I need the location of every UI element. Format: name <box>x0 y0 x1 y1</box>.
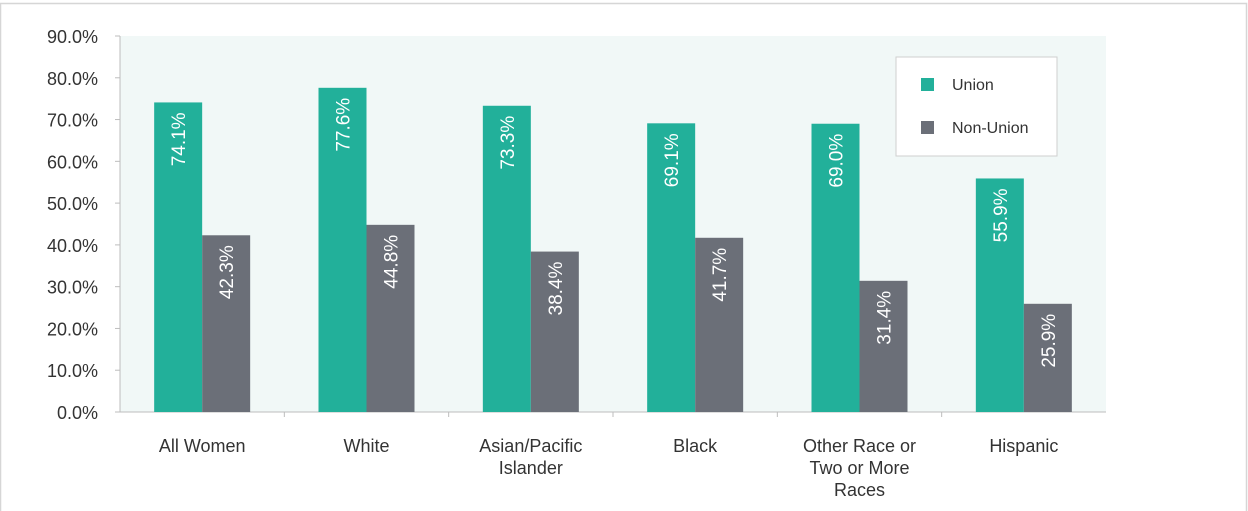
category-label: White <box>343 436 389 456</box>
bar-non-union <box>202 235 251 412</box>
bar-data-label: 69.1% <box>662 133 683 187</box>
legend-swatch <box>921 121 934 134</box>
bar-union <box>811 123 860 412</box>
bar-non-union <box>530 251 579 412</box>
category-label-line: Black <box>673 436 718 456</box>
bar-union <box>647 123 696 412</box>
bar-data-label: 69.0% <box>827 134 848 188</box>
y-tick-label: 0.0% <box>57 403 98 423</box>
bar-union <box>975 178 1024 412</box>
category-label-line: Races <box>834 480 885 500</box>
bar-union <box>482 105 531 412</box>
category-label-line: Asian/Pacific <box>479 436 582 456</box>
bar-data-label: 77.6% <box>334 98 355 152</box>
bar-data-label: 73.3% <box>498 116 519 170</box>
y-tick-label: 40.0% <box>47 236 98 256</box>
category-label: All Women <box>159 436 246 456</box>
bar-data-label: 41.7% <box>710 248 731 302</box>
bar-union <box>154 102 203 412</box>
y-tick-label: 90.0% <box>47 27 98 47</box>
category-label-line: Hispanic <box>989 436 1058 456</box>
bar-data-label: 31.4% <box>875 291 896 345</box>
bar-data-label: 42.3% <box>217 245 238 299</box>
category-label: Hispanic <box>989 436 1058 456</box>
y-tick-label: 30.0% <box>47 278 98 298</box>
y-tick-label: 80.0% <box>47 69 98 89</box>
category-label-line: All Women <box>159 436 246 456</box>
category-label-line: White <box>343 436 389 456</box>
bar-union <box>318 87 367 412</box>
category-label-line: Other Race or <box>803 436 916 456</box>
category-label: Asian/Pacific Islander <box>479 436 582 478</box>
bar-non-union <box>1023 303 1072 412</box>
bar-non-union <box>695 237 744 412</box>
legend-label: Union <box>952 77 994 94</box>
y-tick-label: 70.0% <box>47 111 98 131</box>
category-label: Other Race or Two or More Races <box>803 436 916 500</box>
bar-data-label: 44.8% <box>382 235 403 289</box>
category-label: Black <box>673 436 718 456</box>
bar-non-union <box>859 280 908 412</box>
category-label-line: Islander <box>499 458 563 478</box>
legend-label: Non-Union <box>952 120 1028 137</box>
y-tick-label: 10.0% <box>47 361 98 381</box>
y-tick-label: 50.0% <box>47 194 98 214</box>
category-label-line: Two or More <box>809 458 909 478</box>
legend-swatch <box>921 78 934 91</box>
bar-data-label: 74.1% <box>169 112 190 166</box>
legend-box <box>895 56 1058 157</box>
bar-data-label: 25.9% <box>1039 314 1060 368</box>
bar-data-label: 38.4% <box>546 261 567 315</box>
bar-data-label: 55.9% <box>991 188 1012 242</box>
y-tick-label: 20.0% <box>47 319 98 339</box>
bar-non-union <box>366 224 415 412</box>
y-tick-label: 60.0% <box>47 152 98 172</box>
